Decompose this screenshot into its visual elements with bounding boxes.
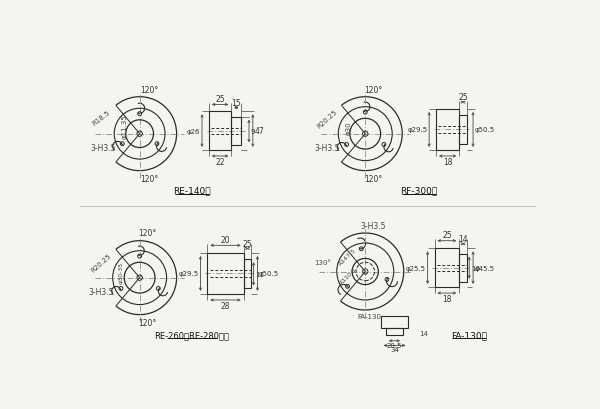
Text: FA-130用: FA-130用 — [451, 330, 487, 339]
Text: φ30-35: φ30-35 — [119, 261, 124, 283]
Text: φ29.5: φ29.5 — [407, 127, 428, 133]
Text: RE-140用: RE-140用 — [173, 186, 211, 195]
Text: 18: 18 — [442, 294, 452, 303]
Text: φ50.5: φ50.5 — [475, 127, 495, 133]
Text: 3-H3.5: 3-H3.5 — [360, 221, 386, 230]
Bar — [244, 260, 251, 289]
Text: 120°: 120° — [364, 85, 382, 94]
Bar — [434, 249, 459, 287]
Text: φ45.5: φ45.5 — [475, 265, 494, 271]
Text: 25: 25 — [242, 239, 252, 248]
Text: 3-H3.5: 3-H3.5 — [314, 144, 340, 153]
Text: 20.5: 20.5 — [387, 342, 402, 348]
Text: 22: 22 — [215, 157, 225, 166]
Bar — [386, 328, 403, 336]
Text: φ26: φ26 — [187, 128, 200, 134]
Text: FA-130: FA-130 — [357, 313, 381, 319]
Bar — [436, 110, 459, 151]
Text: 120°: 120° — [138, 318, 157, 327]
Text: φ25.5: φ25.5 — [406, 265, 426, 271]
Text: R110.5: R110.5 — [338, 266, 357, 285]
Text: R147.5: R147.5 — [338, 247, 357, 266]
Text: 130°: 130° — [314, 260, 331, 265]
Text: 10: 10 — [471, 265, 480, 271]
Bar — [231, 117, 241, 146]
Text: φ11.35: φ11.35 — [121, 114, 127, 139]
Bar — [208, 254, 244, 294]
Text: 120°: 120° — [138, 229, 157, 238]
Text: 34: 34 — [390, 346, 399, 352]
Text: 120°: 120° — [364, 174, 382, 183]
Text: 47: 47 — [254, 127, 264, 136]
Text: 15: 15 — [232, 99, 241, 108]
Text: φ30: φ30 — [346, 121, 352, 135]
Text: 9: 9 — [251, 129, 255, 135]
Text: RE-260・RE-280共通: RE-260・RE-280共通 — [155, 330, 230, 339]
Text: 14: 14 — [419, 330, 428, 336]
Text: 14: 14 — [458, 234, 468, 243]
Bar — [459, 116, 467, 145]
Text: 120°: 120° — [140, 174, 158, 183]
Text: 25: 25 — [215, 94, 225, 103]
Text: 28: 28 — [221, 301, 230, 310]
Bar — [380, 317, 409, 328]
Text: 11: 11 — [255, 271, 264, 277]
Text: 120°: 120° — [140, 85, 158, 94]
Text: 25: 25 — [458, 92, 468, 101]
Text: φ29.5: φ29.5 — [179, 271, 199, 277]
Text: RF-300用: RF-300用 — [401, 186, 438, 195]
Text: R20.25: R20.25 — [316, 108, 338, 129]
Text: 20: 20 — [221, 235, 230, 244]
Text: φ50.5: φ50.5 — [259, 271, 279, 277]
Text: R18.5: R18.5 — [91, 109, 111, 126]
Text: R20.25: R20.25 — [90, 252, 112, 273]
Text: 3-H3.5: 3-H3.5 — [91, 144, 116, 153]
Bar — [459, 254, 467, 282]
Bar — [209, 112, 231, 151]
Text: 18: 18 — [443, 157, 452, 166]
Text: 3-H3.5: 3-H3.5 — [89, 287, 115, 296]
Text: 25: 25 — [442, 231, 452, 240]
